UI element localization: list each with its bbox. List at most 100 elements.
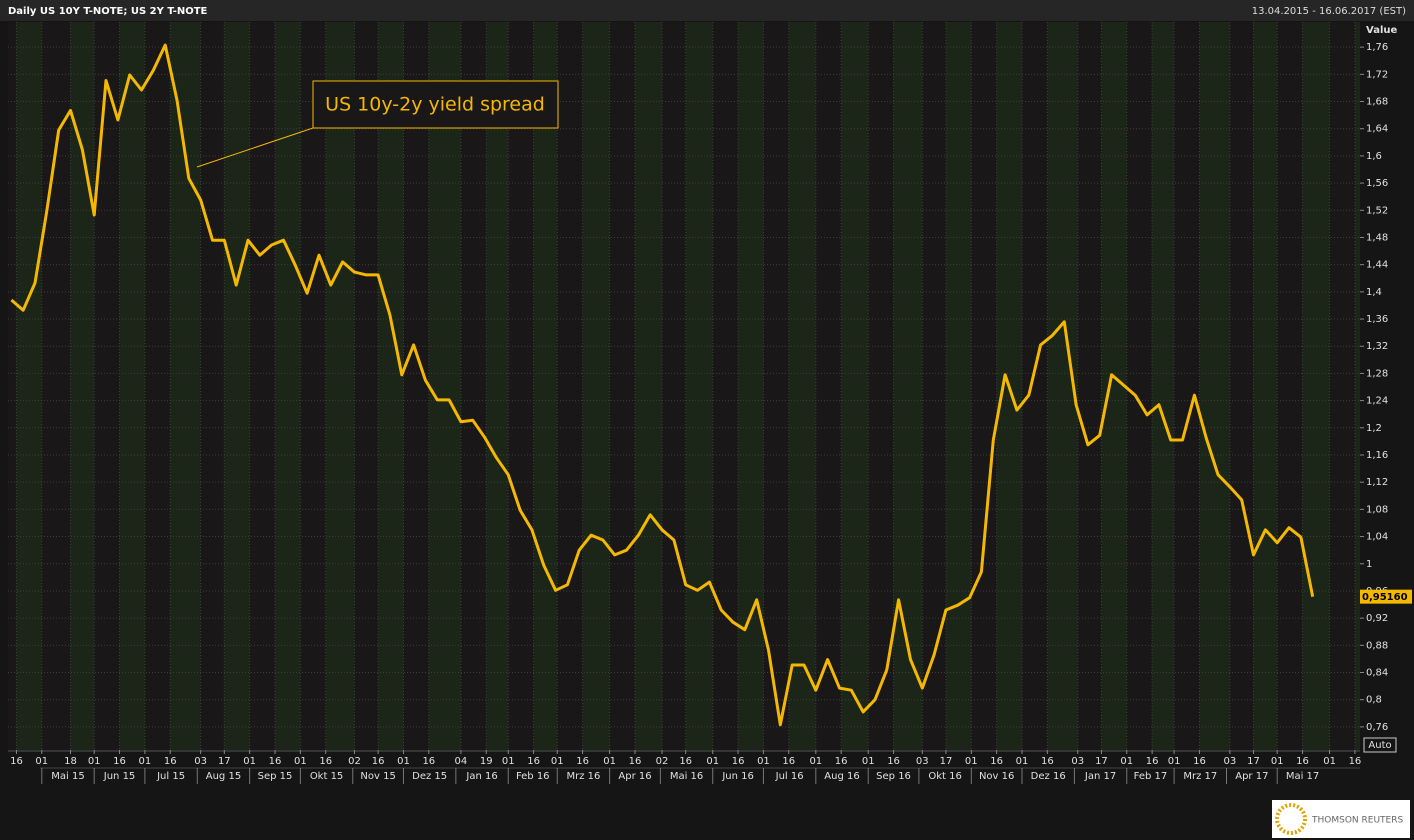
x-tick-label: 01 bbox=[809, 756, 822, 767]
x-tick-label: 16 bbox=[164, 756, 177, 767]
plot-band bbox=[94, 22, 120, 750]
x-tick-label: 01 bbox=[139, 756, 152, 767]
month-label: Feb 16 bbox=[516, 771, 550, 782]
y-tick-label: 1,2 bbox=[1366, 423, 1382, 434]
month-label: Nov 15 bbox=[360, 771, 395, 782]
month-label: Nov 16 bbox=[979, 771, 1014, 782]
x-tick-label: 01 bbox=[757, 756, 770, 767]
y-tick-label: 1 bbox=[1366, 559, 1372, 570]
month-label: Jul 16 bbox=[775, 771, 804, 782]
month-label: Aug 15 bbox=[206, 771, 241, 782]
plot-band bbox=[1152, 22, 1175, 750]
plot-band bbox=[249, 22, 276, 750]
header-bar bbox=[0, 0, 1414, 21]
plot-band bbox=[634, 22, 663, 750]
plot-band bbox=[533, 22, 558, 750]
y-tick-label: 1,12 bbox=[1366, 477, 1388, 488]
x-tick-label: 02 bbox=[656, 756, 669, 767]
y-tick-label: 1,52 bbox=[1366, 205, 1388, 216]
month-label: Dez 15 bbox=[412, 771, 447, 782]
x-tick-label: 03 bbox=[194, 756, 207, 767]
y-tick-label: 1,64 bbox=[1366, 124, 1388, 135]
plot-band bbox=[275, 22, 301, 750]
x-tick-label: 17 bbox=[218, 756, 231, 767]
plot-band bbox=[922, 22, 946, 750]
month-label: Apr 16 bbox=[618, 771, 651, 782]
y-axis-title: Value bbox=[1366, 25, 1397, 36]
plot-band bbox=[841, 22, 869, 750]
x-tick-label: 16 bbox=[679, 756, 692, 767]
x-tick-label: 01 bbox=[1168, 756, 1181, 767]
plot-band bbox=[354, 22, 379, 750]
annotation-text: US 10y-2y yield spread bbox=[325, 94, 545, 116]
x-tick-label: 16 bbox=[527, 756, 540, 767]
plot-band bbox=[738, 22, 764, 750]
plot-band bbox=[144, 22, 171, 750]
logo-text: THOMSON REUTERS bbox=[1311, 816, 1403, 826]
month-label: Okt 15 bbox=[310, 771, 344, 782]
annotation-box bbox=[312, 80, 559, 129]
x-tick-label: 03 bbox=[916, 756, 929, 767]
plot-band bbox=[868, 22, 894, 750]
plot-band bbox=[712, 22, 739, 750]
plot-band bbox=[508, 22, 534, 750]
plot-band bbox=[1302, 22, 1330, 750]
plot-band bbox=[1354, 22, 1360, 750]
x-tick-label: 16 bbox=[1193, 756, 1206, 767]
plot-band bbox=[403, 22, 429, 750]
month-label: Jun 15 bbox=[103, 771, 136, 782]
x-tick-label: 01 bbox=[502, 756, 515, 767]
x-tick-label: 16 bbox=[990, 756, 1003, 767]
last-value-label: 0,95160 bbox=[1362, 592, 1408, 603]
plot-band bbox=[428, 22, 461, 750]
month-label: Mai 17 bbox=[1286, 771, 1319, 782]
y-tick-label: 1,28 bbox=[1366, 368, 1388, 379]
plot-band bbox=[945, 22, 972, 750]
x-tick-label: 01 bbox=[1271, 756, 1284, 767]
x-tick-label: 03 bbox=[1224, 756, 1237, 767]
date-range: 13.04.2015 - 16.06.2017 (EST) bbox=[1252, 6, 1406, 17]
y-tick-label: 1,44 bbox=[1366, 260, 1388, 271]
x-tick-label: 16 bbox=[887, 756, 900, 767]
month-label: Jun 16 bbox=[721, 771, 754, 782]
x-tick-label: 16 bbox=[1296, 756, 1309, 767]
y-tick-label: 1,08 bbox=[1366, 504, 1388, 515]
x-tick-label: 01 bbox=[862, 756, 875, 767]
x-tick-label: 01 bbox=[965, 756, 978, 767]
x-tick-label: 16 bbox=[1041, 756, 1054, 767]
month-label: Mrz 16 bbox=[566, 771, 600, 782]
annotation-leader bbox=[196, 127, 314, 168]
plot-band bbox=[557, 22, 583, 750]
x-tick-label: 16 bbox=[1146, 756, 1159, 767]
y-tick-label: 1,16 bbox=[1366, 450, 1388, 461]
month-label: Dez 16 bbox=[1031, 771, 1066, 782]
month-label: Sep 16 bbox=[876, 771, 911, 782]
series-line bbox=[10, 43, 1315, 727]
y-tick-label: 1,76 bbox=[1366, 42, 1388, 53]
x-tick-label: 16 bbox=[576, 756, 589, 767]
plot-band bbox=[609, 22, 635, 750]
y-tick-label: 1,56 bbox=[1366, 178, 1388, 189]
x-tick-label: 16 bbox=[835, 756, 848, 767]
x-tick-label: 16 bbox=[372, 756, 385, 767]
auto-button[interactable] bbox=[1363, 737, 1397, 753]
month-label: Feb 17 bbox=[1134, 771, 1168, 782]
plot-band bbox=[8, 22, 17, 750]
month-label: Mrz 17 bbox=[1183, 771, 1217, 782]
x-tick-label: 16 bbox=[269, 756, 282, 767]
auto-button-label[interactable]: Auto bbox=[1368, 740, 1391, 751]
plot-band bbox=[486, 22, 509, 750]
month-label: Sep 15 bbox=[258, 771, 293, 782]
x-tick-label: 01 bbox=[243, 756, 256, 767]
y-axis-panel bbox=[1360, 22, 1414, 752]
x-tick-label: 16 bbox=[629, 756, 642, 767]
plot-band bbox=[582, 22, 610, 750]
x-tick-label: 01 bbox=[294, 756, 307, 767]
plot-band bbox=[1229, 22, 1254, 750]
plot-band bbox=[893, 22, 923, 750]
plot-band bbox=[788, 22, 816, 750]
x-tick-label: 03 bbox=[1071, 756, 1084, 767]
month-label: Jan 16 bbox=[465, 771, 497, 782]
x-tick-label: 02 bbox=[348, 756, 361, 767]
x-tick-label: 16 bbox=[422, 756, 435, 767]
